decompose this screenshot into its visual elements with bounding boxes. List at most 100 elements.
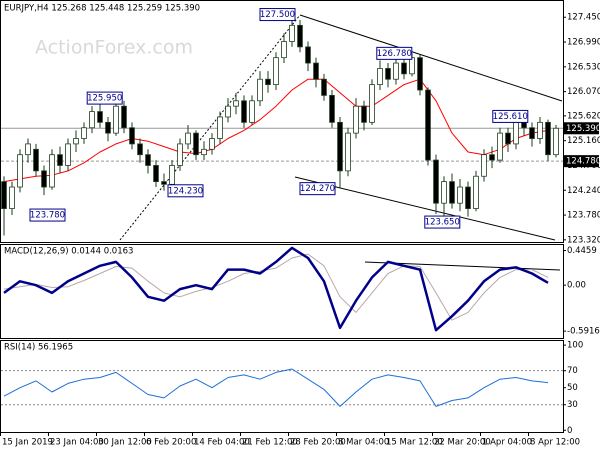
candle-body [33,148,39,172]
candle-body [73,138,79,145]
candle-body [241,100,247,123]
candle-body [385,68,391,80]
watermark: ActionForex.com [35,37,193,59]
y-tick-label: 126.530 [567,62,600,72]
price-annotation-box [259,8,296,22]
candle-body [233,100,239,107]
candle-body [121,105,127,129]
candle-body [217,116,223,139]
y-tick-label: 125.160 [567,136,600,146]
price-annotation: 125.950 [87,94,122,104]
candle-body [145,154,151,166]
x-tick-label: 8 Mar 04:00 [338,438,389,448]
candle-body [1,181,7,209]
price-level-box [563,122,599,135]
candle-body [225,105,231,118]
y-tick-label: 100 [567,341,583,351]
price-annotation: 127.500 [260,10,295,20]
candle-body [201,148,207,156]
price-annotation: 124.270 [300,184,335,194]
x-tick-label: 30 Jan 12:00 [98,438,152,448]
candle-body [193,132,199,156]
candle-body [513,121,519,145]
candle-body [281,41,287,59]
candle-body [49,154,55,188]
candle-body [489,154,495,161]
x-tick-label: 1 Apr 04:00 [482,438,532,448]
price-annotation-box [376,46,413,60]
y-tick-label: 0 [567,426,572,436]
candle-body [81,127,87,139]
macd-frame [0,244,564,339]
price-annotation: 124.230 [168,186,203,196]
candle-body [537,121,543,139]
x-tick-label: 14 Feb 04:00 [194,438,250,448]
price-annotation: 123.780 [30,211,65,221]
candle-body [41,170,47,188]
candle-body [345,132,351,172]
indicator-line [3,246,549,332]
candle-body [105,121,111,134]
candle-body [113,105,119,134]
candle-body [185,132,191,145]
price-annotation-box [299,182,336,196]
candle-body [97,111,103,123]
candle-body [497,132,503,161]
indicator-line [3,253,549,321]
candle-body [289,24,295,42]
y-tick-label: 0.00 [567,281,586,291]
price-annotation-box [492,109,529,123]
chart-title: EURJPY,H4 125.268 125.448 125.259 125.39… [4,4,200,14]
price-annotation-box [29,208,66,222]
candle-body [129,127,135,145]
candle-body [521,121,527,129]
candle-body [305,46,311,64]
candle-body [401,62,407,75]
candle-body [209,138,215,150]
candle-body [17,154,23,188]
price-annotation-box [86,91,123,105]
candle-body [297,24,303,48]
candle-body [553,127,559,156]
candle-body [449,181,455,204]
price-annotation: 123.650 [425,218,460,228]
candle-body [161,181,167,185]
price-level-label: 124.780 [566,157,600,167]
candle-body [377,68,383,86]
x-tick-label: 6 Feb 20:00 [146,438,196,448]
candle-body [65,143,71,166]
candle-body [505,132,511,145]
price-annotation-box [167,184,204,198]
y-tick-label: 126.990 [567,38,600,48]
candle-body [9,186,15,209]
candle-body [169,165,175,185]
candle-body [529,127,535,139]
candle-body [409,57,415,75]
candle-body [441,181,447,204]
candle-body [265,78,271,86]
rsi-title: RSI(14) 56.1965 [4,343,73,353]
candle-body [177,143,183,166]
candle-body [545,121,551,156]
candle-body [89,111,95,129]
price-annotation: 126.780 [377,49,412,59]
y-tick-label: 127.450 [567,13,600,23]
candle-body [425,89,431,161]
x-tick-label: 15 Jan 2019 [2,438,53,448]
candle-body [313,62,319,80]
main-frame [0,0,564,243]
candle-body [369,84,375,123]
candle-body [393,62,399,80]
candle-body [337,121,343,172]
x-tick-label: 23 Jan 04:00 [50,438,104,448]
x-tick-label: 15 Mar 12:00 [386,438,443,448]
y-tick-label: 126.070 [567,87,600,97]
candle-body [473,175,479,209]
price-level-label: 125.390 [566,124,600,134]
candle-body [25,143,31,156]
indicator-line [3,368,549,407]
x-tick-label: 21 Feb 12:00 [242,438,298,448]
candle-body [137,143,143,156]
